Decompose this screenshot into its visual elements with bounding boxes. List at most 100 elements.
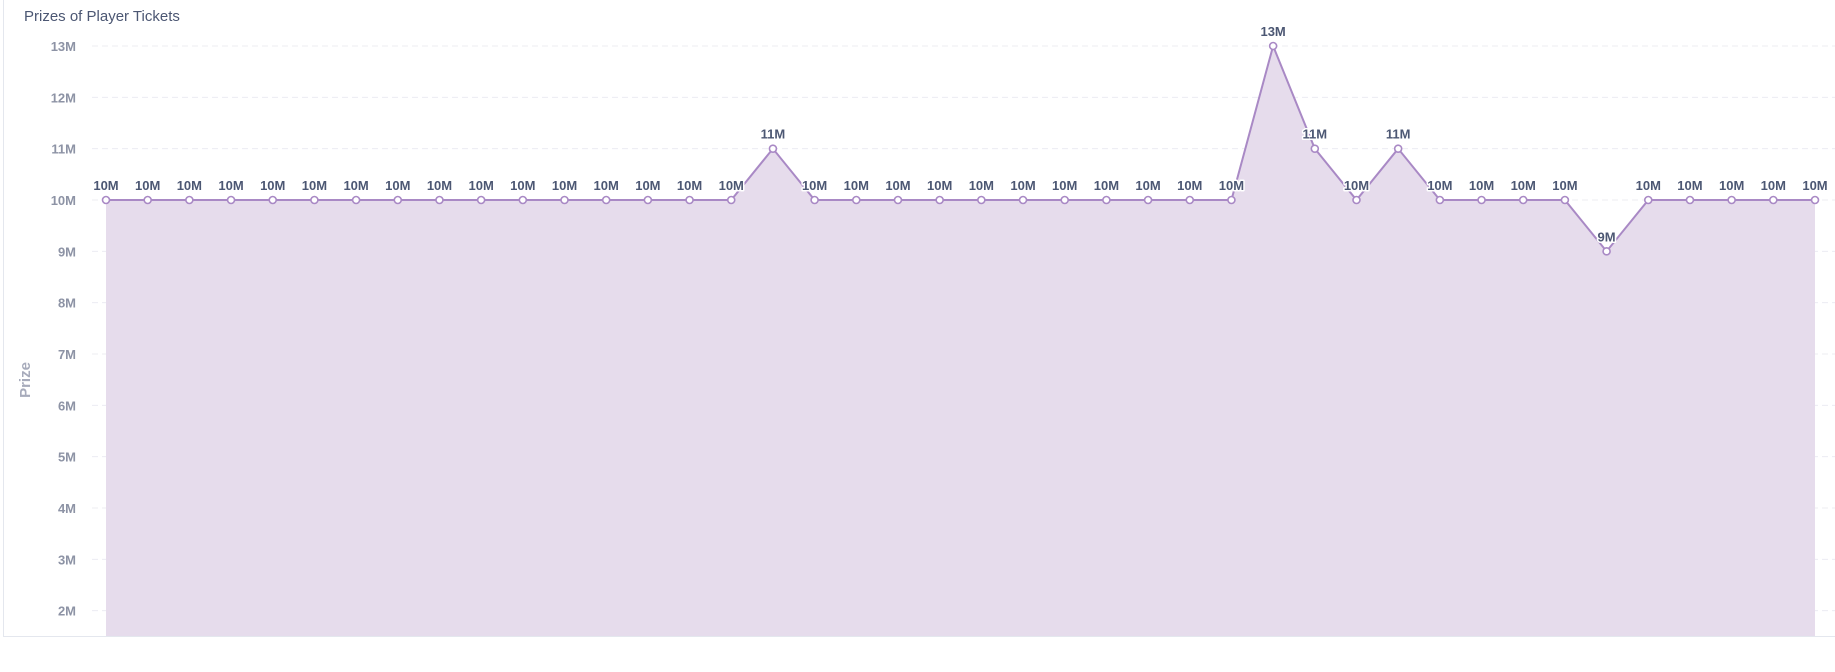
data-point[interactable]	[1518, 195, 1528, 205]
y-tick-label: 2M	[58, 604, 76, 619]
y-tick-label: 4M	[58, 501, 76, 516]
data-point[interactable]	[601, 195, 611, 205]
data-point[interactable]	[226, 195, 236, 205]
data-point[interactable]	[1352, 195, 1361, 205]
data-label: 10M	[343, 178, 368, 193]
data-labels: 10M 10M 10M 10M 10M 10M 10M 10M 10M 10M 10M 10M 10M 1…	[92, 23, 1829, 246]
data-label: 11M	[761, 127, 786, 142]
y-tick-label: 3M	[58, 552, 76, 567]
data-label: 10M	[218, 178, 243, 193]
data-point[interactable]	[143, 195, 152, 205]
data-label: 10M	[260, 178, 285, 193]
data-point[interactable]	[768, 144, 778, 153]
data-point[interactable]	[1769, 195, 1778, 205]
data-label: 10M	[510, 178, 535, 193]
data-point[interactable]	[810, 195, 819, 205]
data-label: 10M	[135, 178, 160, 193]
y-tick-label: 12M	[51, 90, 76, 105]
data-point[interactable]	[310, 195, 319, 205]
data-label: 10M	[594, 178, 619, 193]
data-point[interactable]	[268, 195, 278, 205]
data-label: 13M	[1260, 24, 1285, 39]
data-point[interactable]	[1393, 144, 1403, 153]
data-point[interactable]	[1560, 195, 1570, 205]
y-tick-label: 5M	[58, 450, 76, 465]
series-line	[106, 42, 1815, 253]
data-label: 10M	[927, 178, 952, 193]
data-label: 10M	[1511, 178, 1536, 193]
data-point[interactable]	[685, 195, 694, 205]
data-label: 10M	[802, 178, 827, 193]
data-point[interactable]	[1185, 195, 1195, 205]
data-point[interactable]	[1018, 195, 1028, 205]
data-point[interactable]	[393, 195, 403, 205]
data-point[interactable]	[643, 195, 653, 205]
data-label: 10M	[1135, 178, 1160, 193]
data-point[interactable]	[351, 195, 361, 205]
data-point[interactable]	[1060, 195, 1070, 205]
data-label: 10M	[1802, 178, 1827, 193]
data-label: 10M	[1719, 178, 1744, 193]
data-label: 10M	[635, 178, 660, 193]
data-point[interactable]	[435, 195, 444, 205]
data-label: 10M	[1552, 178, 1577, 193]
data-label: 10M	[1219, 178, 1244, 193]
data-label: 10M	[1344, 178, 1369, 193]
data-point[interactable]	[935, 195, 944, 205]
data-label: 10M	[1469, 178, 1494, 193]
data-label: 10M	[93, 178, 118, 193]
data-point[interactable]	[1602, 247, 1611, 256]
y-tick-label: 10M	[51, 193, 76, 208]
data-point[interactable]	[1102, 195, 1111, 205]
data-label: 10M	[177, 178, 202, 193]
data-point[interactable]	[560, 195, 569, 205]
y-axis-ticks: 13M 12M 11M 10M 9M 8M 7M 6M 5M 4M 3M 2M	[51, 39, 76, 619]
data-label: 9M	[1598, 229, 1616, 244]
y-axis-title: Prize	[17, 362, 34, 398]
data-point[interactable]	[851, 195, 861, 205]
data-label: 10M	[1177, 178, 1202, 193]
data-point[interactable]	[1643, 195, 1653, 205]
data-label: 10M	[1010, 178, 1035, 193]
data-label: 10M	[1636, 178, 1661, 193]
y-tick-label: 8M	[58, 296, 76, 311]
data-point[interactable]	[1143, 195, 1153, 205]
data-point[interactable]	[1435, 195, 1445, 205]
data-label: 10M	[844, 178, 869, 193]
data-point[interactable]	[1268, 41, 1278, 51]
data-label: 11M	[1303, 127, 1328, 142]
data-label: 10M	[1094, 178, 1119, 193]
area-fill	[106, 46, 1815, 636]
data-label: 10M	[969, 178, 994, 193]
data-label: 11M	[1386, 127, 1411, 142]
data-label: 10M	[302, 178, 327, 193]
y-tick-label: 6M	[58, 398, 76, 413]
data-point[interactable]	[1685, 195, 1695, 205]
data-label: 10M	[552, 178, 577, 193]
data-point[interactable]	[977, 195, 986, 205]
data-point[interactable]	[1810, 195, 1820, 205]
data-point[interactable]	[893, 195, 903, 205]
y-tick-label: 9M	[58, 244, 76, 259]
data-point[interactable]	[1727, 195, 1736, 205]
data-point[interactable]	[1310, 144, 1320, 153]
y-tick-label: 7M	[58, 347, 76, 362]
data-point[interactable]	[518, 195, 528, 205]
data-label: 10M	[468, 178, 493, 193]
chart-title[interactable]: Prizes of Player Tickets	[24, 8, 180, 25]
y-tick-label: 11M	[51, 142, 76, 157]
data-label: 10M	[719, 178, 744, 193]
data-label: 10M	[885, 178, 910, 193]
data-label: 10M	[677, 178, 702, 193]
data-point[interactable]	[185, 195, 194, 205]
data-label: 10M	[385, 178, 410, 193]
data-label: 10M	[1761, 178, 1786, 193]
data-point[interactable]	[1477, 195, 1486, 205]
area-fill-group	[106, 42, 1815, 636]
data-point[interactable]	[726, 195, 736, 205]
data-point[interactable]	[476, 195, 486, 205]
data-point[interactable]	[1227, 195, 1236, 205]
data-point[interactable]	[101, 195, 111, 205]
data-label: 10M	[1052, 178, 1077, 193]
